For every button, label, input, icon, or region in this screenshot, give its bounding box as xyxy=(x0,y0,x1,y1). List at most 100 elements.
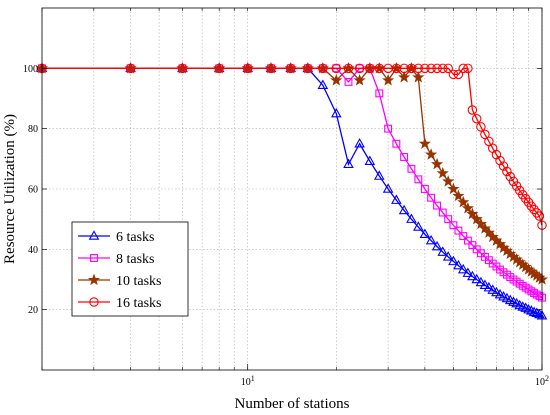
data-point xyxy=(531,307,543,318)
data-point xyxy=(534,211,545,221)
data-point xyxy=(330,107,342,118)
data-point xyxy=(517,301,529,311)
data-point xyxy=(453,259,464,270)
legend-entry: 8 tasks xyxy=(78,252,155,267)
data-point xyxy=(448,255,459,266)
data-point xyxy=(526,305,537,315)
data-point xyxy=(432,63,442,74)
data-point xyxy=(467,270,478,281)
data-point xyxy=(419,228,431,239)
data-point xyxy=(412,71,425,83)
data-point xyxy=(480,129,490,140)
data-point xyxy=(407,164,416,173)
legend-box xyxy=(71,221,189,317)
y-tick-label: 80 xyxy=(28,124,38,135)
data-point xyxy=(406,63,417,74)
data-point xyxy=(463,63,473,74)
data-point xyxy=(413,63,424,74)
data-point xyxy=(413,221,424,231)
data-series xyxy=(35,61,549,320)
data-point xyxy=(475,276,487,287)
data-point xyxy=(532,208,542,218)
data-point xyxy=(457,195,470,208)
data-point xyxy=(353,74,366,86)
legend-label: 10 tasks xyxy=(116,274,162,289)
data-point xyxy=(354,63,365,74)
axis-ticks: 20 40 60 80 100 101 102 xyxy=(23,8,549,388)
legend-entry: 10 tasks xyxy=(78,273,162,289)
data-point xyxy=(437,246,449,256)
data-point xyxy=(375,89,384,98)
data-point xyxy=(425,148,438,160)
data-point xyxy=(470,212,483,225)
legend-entry: 16 tasks xyxy=(78,296,162,311)
data-point xyxy=(444,215,453,224)
data-point xyxy=(466,207,479,220)
data-point xyxy=(344,77,353,86)
data-point xyxy=(425,234,437,245)
data-point xyxy=(447,182,460,195)
data-point xyxy=(502,166,512,177)
data-point xyxy=(442,251,454,261)
data-point xyxy=(382,74,395,86)
legend-label: 6 tasks xyxy=(116,230,155,245)
data-point xyxy=(479,279,491,290)
data-point xyxy=(458,63,468,74)
y-tick-label: 60 xyxy=(28,185,38,196)
data-point xyxy=(343,158,354,169)
data-point xyxy=(529,204,539,215)
data-point xyxy=(436,166,449,179)
data-point xyxy=(433,201,442,210)
legend-label: 8 tasks xyxy=(116,252,155,267)
data-point xyxy=(453,69,464,80)
x-axis-title: Number of stations xyxy=(235,396,350,412)
data-point xyxy=(400,153,409,161)
data-point xyxy=(467,105,478,115)
legend: 6 tasks 8 tasks 10 tasks 16 tasks xyxy=(71,221,189,317)
data-point xyxy=(495,155,505,166)
data-point xyxy=(449,221,458,230)
data-point xyxy=(373,170,385,180)
data-point xyxy=(461,201,474,214)
data-point xyxy=(476,122,486,132)
data-point xyxy=(420,63,430,74)
data-point xyxy=(303,63,313,74)
data-point xyxy=(214,63,224,74)
data-point xyxy=(483,281,495,292)
data-point xyxy=(177,63,188,74)
data-point xyxy=(406,213,417,223)
data-point xyxy=(498,161,509,171)
legend-marker xyxy=(90,254,98,262)
data-point xyxy=(365,63,375,74)
data-point xyxy=(318,63,328,74)
data-point xyxy=(317,79,329,89)
x-tick-label: 101 xyxy=(241,374,255,388)
data-point xyxy=(528,306,540,317)
data-point xyxy=(285,63,296,74)
series-16-tasks xyxy=(37,63,547,230)
x-tick-label: 102 xyxy=(535,374,549,388)
data-point xyxy=(454,226,463,235)
data-point xyxy=(125,63,136,74)
data-point xyxy=(443,63,453,74)
legend-marker xyxy=(88,230,100,240)
y-tick-label: 40 xyxy=(28,245,38,256)
data-point xyxy=(418,137,431,149)
y-tick-label: 100 xyxy=(23,64,38,75)
data-point xyxy=(382,183,394,193)
data-point xyxy=(398,204,410,215)
data-point xyxy=(331,63,342,74)
data-point xyxy=(459,232,468,241)
data-point xyxy=(414,175,423,184)
data-point xyxy=(523,303,534,314)
legend-marker xyxy=(89,297,99,307)
data-point xyxy=(474,217,487,230)
data-point xyxy=(448,69,459,80)
data-point xyxy=(354,138,365,148)
data-point xyxy=(343,63,354,74)
data-point xyxy=(330,74,343,86)
data-point xyxy=(535,292,544,301)
data-point xyxy=(392,139,401,148)
data-point xyxy=(468,241,477,250)
